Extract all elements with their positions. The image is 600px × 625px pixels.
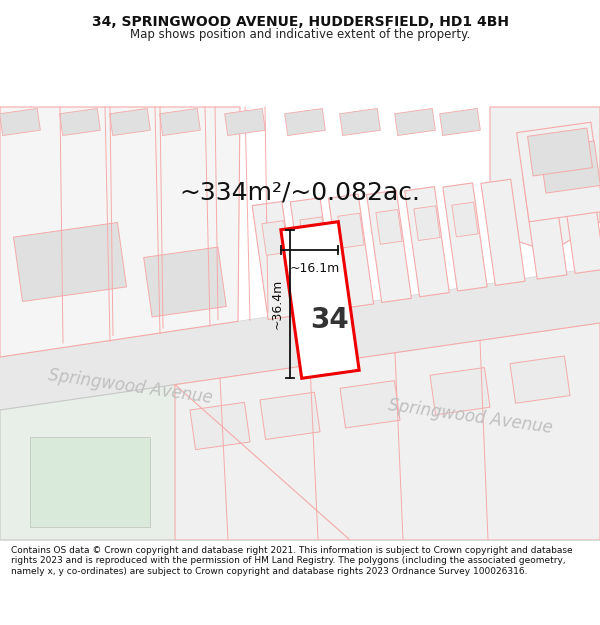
Polygon shape: [262, 221, 288, 256]
Text: Springwood Avenue: Springwood Avenue: [47, 366, 214, 408]
Polygon shape: [443, 183, 487, 291]
Polygon shape: [0, 384, 210, 540]
Polygon shape: [175, 323, 600, 540]
Polygon shape: [260, 392, 320, 439]
Text: Contains OS data © Crown copyright and database right 2021. This information is : Contains OS data © Crown copyright and d…: [11, 546, 572, 576]
Text: ~36.4m: ~36.4m: [271, 279, 284, 329]
Polygon shape: [517, 122, 600, 222]
Polygon shape: [523, 175, 567, 279]
Polygon shape: [376, 209, 402, 244]
Polygon shape: [527, 128, 592, 176]
Polygon shape: [405, 187, 449, 297]
Polygon shape: [490, 107, 600, 252]
Text: 34: 34: [311, 306, 349, 334]
Polygon shape: [452, 202, 478, 237]
Polygon shape: [284, 109, 325, 136]
Text: ~334m²/~0.082ac.: ~334m²/~0.082ac.: [179, 180, 421, 204]
Polygon shape: [160, 109, 200, 136]
Polygon shape: [30, 437, 150, 527]
Polygon shape: [338, 213, 364, 248]
Polygon shape: [143, 247, 226, 317]
Polygon shape: [539, 141, 600, 193]
Polygon shape: [414, 206, 440, 241]
Polygon shape: [340, 109, 380, 136]
Polygon shape: [440, 109, 481, 136]
Polygon shape: [0, 267, 600, 410]
Polygon shape: [430, 368, 490, 415]
Polygon shape: [510, 356, 570, 403]
Text: Springwood Avenue: Springwood Avenue: [386, 396, 553, 437]
Polygon shape: [110, 109, 151, 136]
Polygon shape: [328, 194, 374, 308]
Polygon shape: [0, 107, 240, 357]
Polygon shape: [224, 109, 265, 136]
Polygon shape: [13, 222, 127, 301]
Polygon shape: [281, 222, 359, 378]
Polygon shape: [0, 109, 40, 136]
Polygon shape: [290, 198, 336, 314]
Polygon shape: [59, 109, 100, 136]
Polygon shape: [190, 402, 250, 449]
Polygon shape: [252, 201, 298, 319]
Text: ~16.1m: ~16.1m: [289, 262, 340, 275]
Text: 34, SPRINGWOOD AVENUE, HUDDERSFIELD, HD1 4BH: 34, SPRINGWOOD AVENUE, HUDDERSFIELD, HD1…: [91, 14, 509, 29]
Text: Map shows position and indicative extent of the property.: Map shows position and indicative extent…: [130, 28, 470, 41]
Polygon shape: [561, 171, 600, 273]
Polygon shape: [367, 191, 412, 302]
Polygon shape: [481, 179, 525, 286]
Polygon shape: [395, 109, 436, 136]
Polygon shape: [300, 217, 326, 252]
Polygon shape: [340, 381, 400, 428]
